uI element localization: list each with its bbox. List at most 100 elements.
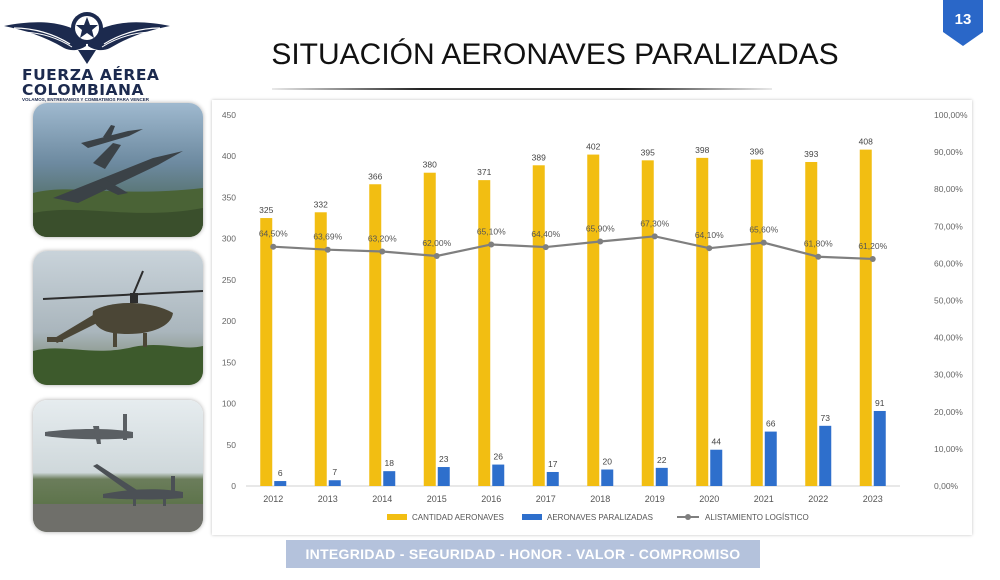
bar-aeronaves-paralizadas	[655, 467, 668, 486]
y-left-tick-label: 150	[222, 357, 236, 367]
bar-cantidad-aeronaves	[423, 172, 436, 486]
x-tick-label: 2020	[699, 494, 719, 504]
bar-cantidad-aeronaves	[859, 149, 872, 487]
brand-name-line1: FUERZA AÉREA	[22, 66, 160, 84]
data-label-paralizadas: 73	[821, 413, 831, 423]
bar-cantidad-aeronaves	[641, 160, 654, 486]
data-label-alistamiento: 63,20%	[368, 234, 397, 244]
data-label-cantidad: 408	[859, 137, 873, 147]
data-label-cantidad: 389	[532, 152, 546, 162]
x-tick-label: 2013	[318, 494, 338, 504]
data-label-cantidad: 332	[314, 199, 328, 209]
x-tick-label: 2023	[863, 494, 883, 504]
data-label-cantidad: 395	[641, 147, 655, 157]
y-left-tick-label: 400	[222, 151, 236, 161]
data-label-cantidad: 393	[804, 149, 818, 159]
x-tick-label: 2015	[427, 494, 447, 504]
bar-cantidad-aeronaves	[314, 212, 327, 486]
point-alistamiento	[651, 233, 658, 240]
y-right-tick-label: 40,00%	[934, 333, 963, 343]
point-alistamiento	[706, 245, 713, 252]
photo-fighter-jets	[33, 103, 203, 237]
y-right-tick-label: 90,00%	[934, 147, 963, 157]
bar-aeronaves-paralizadas	[274, 481, 287, 486]
data-label-paralizadas: 22	[657, 455, 667, 465]
data-label-paralizadas: 66	[766, 419, 776, 429]
y-left-tick-label: 300	[222, 234, 236, 244]
bar-aeronaves-paralizadas	[819, 425, 832, 486]
x-tick-label: 2016	[481, 494, 501, 504]
point-alistamiento	[433, 252, 440, 259]
y-right-tick-label: 50,00%	[934, 296, 963, 306]
data-label-alistamiento: 62,00%	[422, 238, 451, 248]
data-label-alistamiento: 65,90%	[586, 224, 615, 234]
combo-chart: 0 50 100 150 200 250 300 350 400 450 0,00% 10,00% 20…	[222, 110, 968, 522]
y-left-tick-label: 0	[231, 481, 236, 491]
bar-aeronaves-paralizadas	[546, 471, 559, 486]
point-alistamiento	[869, 255, 876, 262]
bar-cantidad-aeronaves	[587, 154, 600, 486]
y-right-tick-label: 20,00%	[934, 407, 963, 417]
point-alistamiento	[379, 248, 386, 255]
y-left-tick-label: 200	[222, 316, 236, 326]
data-label-paralizadas: 17	[548, 459, 558, 469]
data-label-paralizadas: 20	[603, 457, 613, 467]
photo-drones	[33, 400, 203, 532]
data-label-paralizadas: 7	[332, 467, 337, 477]
data-label-alistamiento: 63,69%	[313, 232, 342, 242]
bar-cantidad-aeronaves	[750, 159, 763, 486]
y-right-tick-label: 0,00%	[934, 481, 959, 491]
x-tick-label: 2021	[754, 494, 774, 504]
data-label-cantidad: 402	[586, 142, 600, 152]
data-label-alistamiento: 65,10%	[477, 226, 506, 236]
point-alistamiento	[597, 238, 604, 245]
point-alistamiento	[488, 241, 495, 248]
y-left-tick-label: 50	[227, 440, 237, 450]
data-label-paralizadas: 23	[439, 454, 449, 464]
data-label-cantidad: 380	[423, 160, 437, 170]
y-left-tick-label: 350	[222, 192, 236, 202]
data-label-alistamiento: 65,60%	[749, 225, 778, 235]
data-label-paralizadas: 91	[875, 398, 885, 408]
bar-cantidad-aeronaves	[532, 165, 545, 486]
y-left-tick-label: 100	[222, 399, 236, 409]
y-right-tick-label: 10,00%	[934, 444, 963, 454]
x-tick-label: 2018	[590, 494, 610, 504]
x-tick-label: 2022	[808, 494, 828, 504]
data-label-paralizadas: 6	[278, 468, 283, 478]
line-alistamiento-logistico	[273, 235, 873, 261]
point-alistamiento	[815, 253, 822, 260]
bar-cantidad-aeronaves	[696, 157, 709, 487]
bar-aeronaves-paralizadas	[873, 410, 886, 486]
data-label-alistamiento: 64,50%	[259, 229, 288, 239]
bar-aeronaves-paralizadas	[492, 464, 505, 486]
photo-helicopter	[33, 251, 203, 385]
bar-cantidad-aeronaves	[369, 184, 382, 486]
y-right-tick-label: 70,00%	[934, 221, 963, 231]
data-label-cantidad: 366	[368, 171, 382, 181]
x-tick-label: 2017	[536, 494, 556, 504]
bar-aeronaves-paralizadas	[328, 480, 341, 486]
legend-label-paralizadas: AERONAVES PARALIZADAS	[547, 513, 653, 522]
y-right-tick-label: 30,00%	[934, 370, 963, 380]
data-label-alistamiento: 61,20%	[858, 241, 887, 251]
bar-aeronaves-paralizadas	[764, 431, 777, 486]
point-alistamiento	[270, 243, 277, 250]
title-underline	[272, 88, 772, 90]
data-label-cantidad: 325	[259, 205, 273, 215]
legend-swatch-cantidad	[387, 514, 407, 520]
point-alistamiento	[324, 246, 331, 253]
y-left-tick-label: 450	[222, 110, 236, 120]
data-label-paralizadas: 26	[494, 452, 504, 462]
y-right-tick-label: 80,00%	[934, 184, 963, 194]
legend-label-alistamiento: ALISTAMIENTO LOGÍSTICO	[705, 513, 809, 522]
page-number: 13	[954, 11, 972, 28]
y-right-tick-label: 100,00%	[934, 110, 968, 120]
legend-swatch-paralizadas	[522, 514, 542, 520]
bar-cantidad-aeronaves	[805, 161, 818, 486]
data-label-alistamiento: 64,40%	[531, 229, 560, 239]
bar-aeronaves-paralizadas	[437, 467, 450, 486]
badge-shape-icon	[943, 0, 983, 46]
point-alistamiento	[760, 239, 767, 246]
data-label-alistamiento: 67,30%	[640, 218, 669, 228]
